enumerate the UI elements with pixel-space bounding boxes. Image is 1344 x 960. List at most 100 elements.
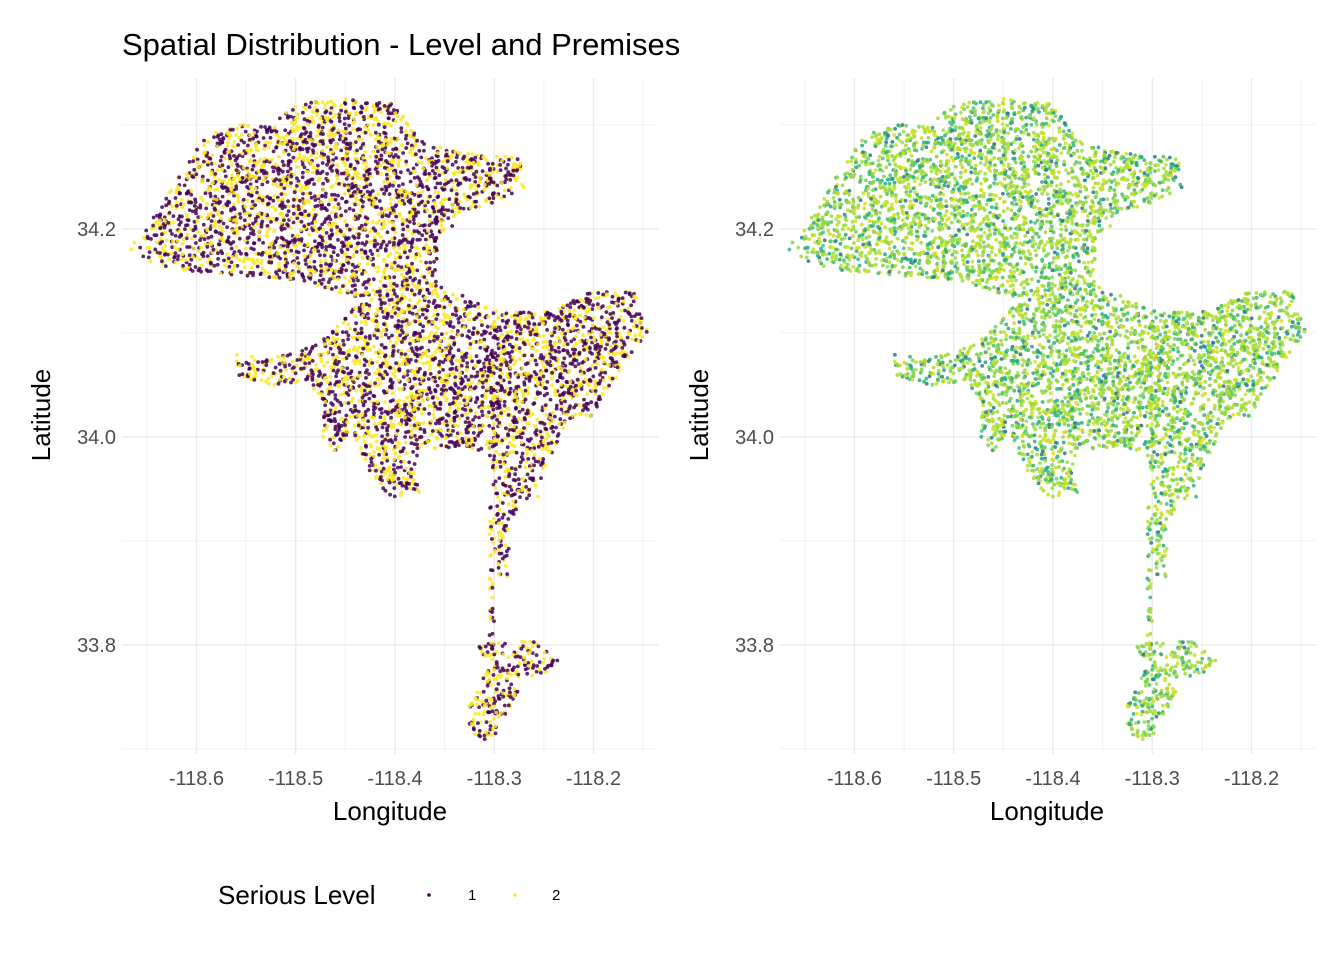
scatter-point [382, 180, 386, 184]
scatter-point [376, 149, 380, 154]
scatter-point [205, 139, 210, 144]
scatter-point [576, 362, 581, 366]
scatter-point [318, 234, 322, 239]
scatter-point [530, 477, 534, 482]
scatter-point [442, 305, 447, 310]
scatter-point [541, 333, 546, 338]
scatter-point [447, 197, 452, 202]
scatter-point [303, 132, 307, 136]
scatter-point [502, 403, 507, 408]
scatter-point [582, 397, 586, 402]
scatter-point [551, 429, 555, 434]
scatter-point [571, 344, 576, 349]
scatter-point [255, 222, 260, 227]
scatter-point [309, 195, 314, 200]
scatter-point [463, 408, 468, 412]
scatter-point [339, 108, 344, 113]
scatter-point [542, 364, 546, 368]
scatter-point [382, 373, 387, 377]
scatter-point [395, 445, 400, 449]
scatter-point [310, 378, 315, 382]
scatter-point [196, 215, 201, 220]
scatter-point [187, 160, 192, 164]
scatter-point [307, 134, 311, 139]
scatter-point [483, 644, 488, 649]
scatter-point [333, 424, 338, 429]
scatter-point [394, 432, 399, 437]
scatter-point [429, 419, 434, 423]
scatter-point [467, 317, 471, 322]
scatter-point [497, 452, 502, 457]
scatter-point [373, 238, 377, 243]
scatter-point [247, 216, 252, 220]
scatter-point [469, 157, 474, 161]
scatter-point [502, 194, 506, 199]
scatter-point [533, 396, 538, 401]
scatter-point [532, 337, 537, 341]
scatter-point [280, 202, 285, 207]
scatter-point [506, 517, 511, 521]
scatter-point [571, 298, 576, 303]
scatter-point [523, 640, 527, 645]
scatter-point [162, 225, 167, 230]
scatter-point [272, 382, 277, 387]
scatter-point [379, 419, 383, 424]
scatter-point [295, 358, 300, 362]
scatter-point [409, 474, 413, 479]
scatter-point [427, 299, 431, 304]
scatter-point [481, 676, 486, 681]
scatter-point [283, 128, 288, 133]
scatter-point [479, 319, 483, 324]
scatter-point [372, 109, 376, 114]
scatter-point [602, 386, 606, 390]
scatter-point [506, 655, 511, 660]
scatter-point [534, 349, 539, 353]
scatter-point [392, 240, 396, 245]
scatter-point [372, 394, 377, 399]
scatter-point [488, 719, 493, 724]
scatter-point [450, 224, 455, 228]
scatter-point [250, 199, 255, 204]
scatter-point [396, 378, 401, 383]
scatter-point [491, 541, 496, 545]
scatter-point [394, 147, 399, 151]
scatter-point [488, 519, 492, 524]
scatter-point [240, 372, 245, 377]
scatter-point [446, 296, 450, 301]
scatter-point [505, 452, 510, 456]
scatter-point [509, 682, 514, 687]
scatter-point [408, 321, 412, 326]
scatter-point [518, 161, 523, 166]
scatter-point [426, 304, 430, 309]
scatter-point [298, 228, 303, 232]
scatter-point [333, 405, 338, 410]
scatter-point [333, 113, 338, 117]
scatter-point [194, 241, 198, 245]
scatter-point [630, 337, 635, 342]
scatter-point [537, 667, 542, 672]
scatter-point [391, 425, 396, 429]
scatter-point [463, 374, 468, 379]
scatter-point [288, 226, 293, 230]
scatter-point [454, 206, 459, 210]
scatter-point [514, 372, 519, 377]
scatter-point [364, 164, 369, 169]
scatter-point [389, 415, 393, 420]
scatter-point [474, 169, 479, 174]
scatter-point [461, 440, 465, 445]
scatter-point [395, 297, 400, 302]
scatter-point [291, 220, 296, 225]
scatter-point [148, 259, 153, 263]
scatter-point [534, 653, 539, 657]
scatter-point [257, 237, 262, 242]
scatter-point [243, 265, 247, 269]
scatter-point [415, 453, 419, 458]
scatter-point [454, 192, 459, 196]
scatter-point [520, 407, 525, 412]
scatter-point [428, 364, 432, 368]
scatter-point [366, 127, 371, 132]
scatter-point [380, 214, 385, 219]
scatter-point [432, 338, 436, 343]
scatter-point [394, 482, 399, 487]
scatter-point [544, 386, 548, 391]
